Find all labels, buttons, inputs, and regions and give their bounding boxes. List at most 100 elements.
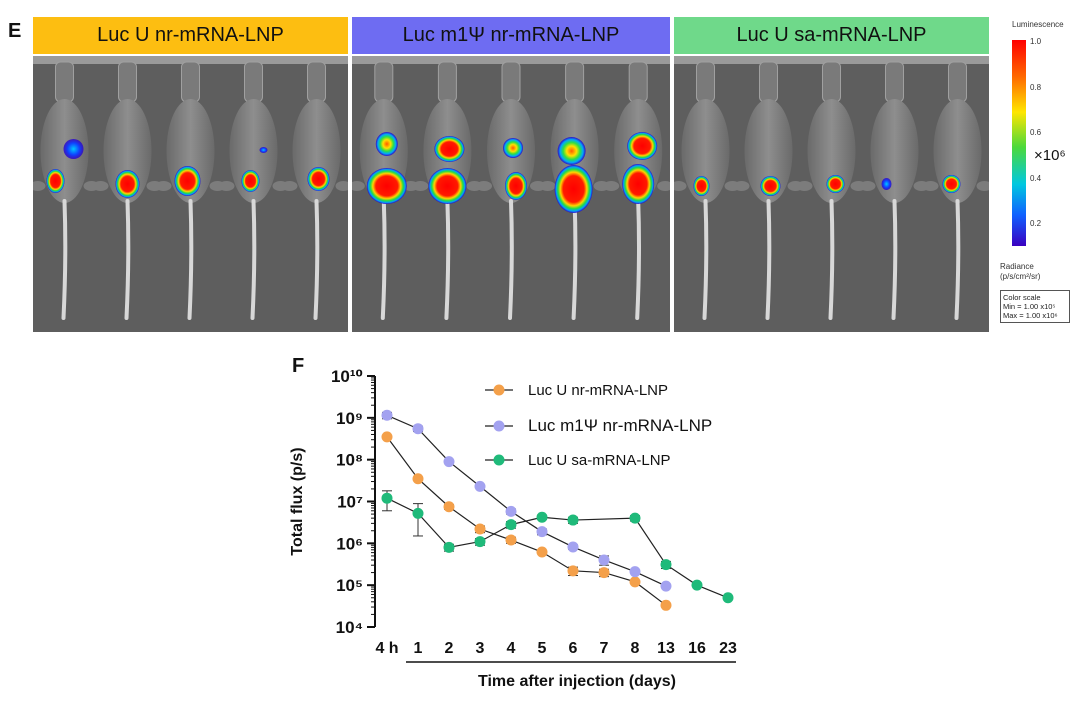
radiance-label: Radiance (p/s/cm²/sr) <box>1000 262 1040 282</box>
luminescence-signal <box>627 132 658 160</box>
legend-label: Luc U nr-mRNA-LNP <box>528 382 668 399</box>
total-flux-chart: F 10⁴ 10⁵ 10⁶ 10⁷ 10⁸ 10⁹ 10¹⁰ Total flux (p/s) 4… <box>289 355 737 690</box>
luminescence-signal <box>622 164 655 204</box>
luminescence-signal <box>826 175 845 193</box>
mouse-paw <box>922 181 939 191</box>
data-point <box>412 423 424 435</box>
imaging-top-bar <box>352 56 670 64</box>
data-point <box>660 559 672 571</box>
legend-entry-1: Luc m1Ψ nr-mRNA-LNP <box>485 416 712 435</box>
mouse-body <box>807 99 856 203</box>
mouse-tail <box>828 199 835 320</box>
color-scale-max: Max = 1.00 x10⁶ <box>1003 311 1058 320</box>
mouse-paw <box>733 181 750 191</box>
mouse <box>155 61 226 320</box>
mouse-body <box>870 99 919 203</box>
luminescence-signal <box>259 147 268 153</box>
mouse-paw <box>92 181 109 191</box>
x-tick-label: 4 h <box>375 640 398 657</box>
nose-cone <box>885 61 904 103</box>
colorbar-title: Luminescence <box>1012 20 1064 29</box>
mouse <box>281 61 348 320</box>
data-point <box>660 599 672 611</box>
y-tick-label: 10⁶ <box>336 534 363 553</box>
mouse-tail <box>250 199 257 320</box>
panel-f-letter: F <box>292 355 304 377</box>
data-point <box>505 505 517 517</box>
x-tick-label: 6 <box>569 640 578 657</box>
mouse-tail <box>61 199 68 320</box>
x-tick-label: 16 <box>688 640 706 657</box>
series-line <box>386 497 729 599</box>
luminescence-signal <box>428 168 467 204</box>
mouse-tail <box>954 199 961 320</box>
data-point <box>629 512 641 524</box>
color-scale-min: Min = 1.00 x10⁵ <box>1003 302 1056 311</box>
data-point <box>567 514 579 526</box>
series-1 <box>381 409 672 592</box>
mouse-body <box>229 99 278 203</box>
mouse-tail <box>124 199 131 320</box>
luminescence-signal <box>307 167 330 191</box>
luminescence-signal <box>505 172 527 200</box>
colorbar-exponent: ×10⁶ <box>1034 147 1066 164</box>
nose-cone <box>696 61 715 103</box>
data-point <box>443 456 455 468</box>
luminescence-signal <box>366 168 407 204</box>
mouse <box>539 61 610 320</box>
luminescence-signal <box>557 137 586 165</box>
mouse-paw <box>476 181 492 191</box>
nose-cone <box>948 61 967 103</box>
mouse-tail <box>702 199 709 320</box>
luminescence-signal <box>375 132 398 156</box>
colorbar-tick-0.4: 0.4 <box>1030 174 1042 183</box>
legend-marker <box>493 420 505 432</box>
mouse-body <box>681 99 730 203</box>
mouse-paw <box>859 181 876 191</box>
y-tick-label: 10⁷ <box>337 493 363 512</box>
mouse-tail <box>313 199 320 320</box>
nose-cone <box>822 61 841 103</box>
y-tick-label: 10⁸ <box>336 451 363 470</box>
luminescence-signal <box>241 170 260 192</box>
x-tick-label: 23 <box>719 640 737 657</box>
nose-cone <box>118 61 137 103</box>
mouse-tail <box>571 199 578 320</box>
panel-e-letter: E <box>8 20 22 42</box>
luminescence-signal <box>115 170 140 198</box>
x-tick-label: 1 <box>414 640 423 657</box>
nose-cone <box>55 61 74 103</box>
mouse-paw <box>218 181 235 191</box>
x-axis-label: Time after injection (days) <box>478 673 676 690</box>
mouse-paw <box>674 181 687 191</box>
color-scale-box: Color scale Min = 1.00 x10⁵ Max = 1.00 x… <box>1000 290 1070 323</box>
legend-label: Luc U sa-mRNA-LNP <box>528 452 671 469</box>
mouse-body <box>744 99 793 203</box>
data-point <box>598 567 610 579</box>
colorbar <box>1012 40 1026 246</box>
luminescence-signal <box>174 166 201 196</box>
mouse-tail <box>891 199 898 320</box>
group-header-luc-m1psi-nr: Luc m1Ψ nr-mRNA-LNP <box>352 17 670 54</box>
mouse-tail <box>187 199 194 320</box>
legend-marker <box>493 384 505 396</box>
mouse <box>674 61 741 320</box>
data-point <box>567 541 579 553</box>
y-tick-label: 10⁵ <box>336 576 363 595</box>
data-point <box>691 579 703 591</box>
data-point <box>443 501 455 513</box>
mouse <box>796 61 867 320</box>
data-point <box>536 546 548 558</box>
nose-cone <box>181 61 200 103</box>
nose-cone <box>307 61 326 103</box>
imaging-top-bar <box>33 56 348 64</box>
imaging-top-bar <box>674 56 989 64</box>
data-point <box>381 492 393 504</box>
luminescence-signal <box>554 165 593 213</box>
data-point <box>505 519 517 531</box>
y-tick-label: 10⁴ <box>336 618 363 637</box>
group-header-luc-u-sa: Luc U sa-mRNA-LNP <box>674 17 989 54</box>
series-2 <box>381 490 734 604</box>
legend-marker <box>493 454 505 466</box>
data-point <box>505 534 517 546</box>
